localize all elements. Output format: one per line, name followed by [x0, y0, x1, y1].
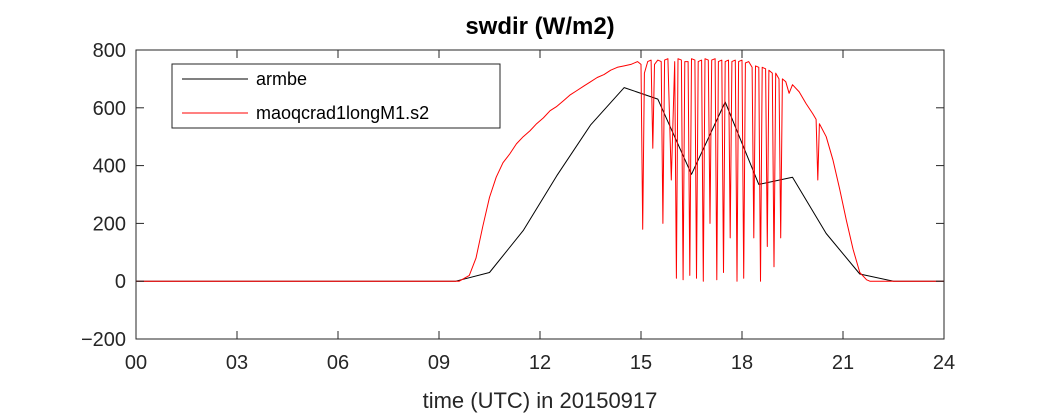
- y-tick-label: 0: [115, 271, 126, 293]
- legend-label-armbe: armbe: [256, 69, 307, 89]
- x-tick-label: 24: [933, 352, 955, 374]
- x-tick-label: 12: [529, 352, 551, 374]
- x-tick-label: 00: [125, 352, 147, 374]
- x-tick-label: 09: [428, 352, 450, 374]
- y-tick-label: 600: [93, 98, 126, 120]
- y-tick-label: 400: [93, 156, 126, 178]
- x-tick-label: 21: [832, 352, 854, 374]
- chart-title: swdir (W/m2): [465, 13, 614, 40]
- y-tick-label: 200: [93, 213, 126, 235]
- x-tick-label: 03: [226, 352, 248, 374]
- ticks-layer: 00 03 06 09 12 15 18 21 24 −200 0 200 400 600 800: [81, 40, 955, 374]
- legend-label-maoqcrad: maoqcrad1longM1.s2: [256, 103, 429, 123]
- series-line-1: [136, 58, 944, 282]
- series-line-0: [136, 87, 944, 282]
- x-axis-label: time (UTC) in 20150917: [423, 388, 658, 413]
- x-tick-label: 15: [630, 352, 652, 374]
- x-tick-label: 06: [327, 352, 349, 374]
- legend-box: [171, 63, 501, 129]
- y-tick-label: −200: [81, 329, 126, 351]
- y-tick-label: 800: [93, 40, 126, 62]
- x-tick-label: 18: [731, 352, 753, 374]
- legend: armbe maoqcrad1longM1.s2: [171, 63, 501, 129]
- series-layer: [136, 58, 944, 282]
